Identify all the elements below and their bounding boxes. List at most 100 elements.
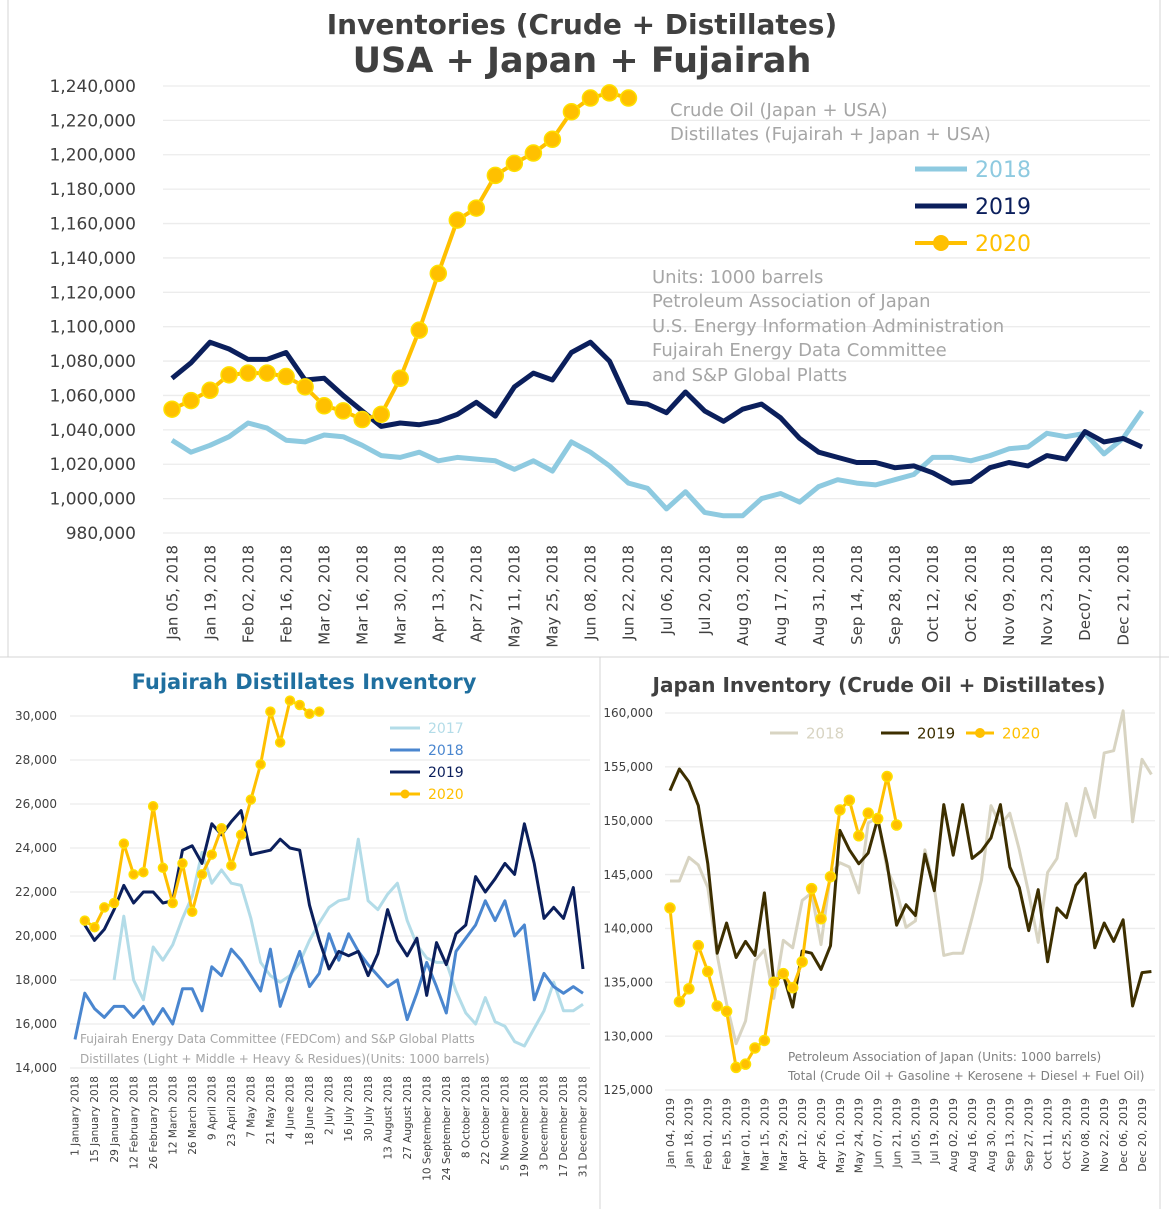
- gridlines: [665, 712, 1155, 1091]
- note-definition: Total (Crude Oil + Gasoline + Kerosene +…: [787, 1069, 1144, 1083]
- legend-item-2018: 2018: [915, 158, 1031, 183]
- chart-title: Inventories (Crude + Distillates): [327, 8, 837, 41]
- x-tick-label: Aug 31, 2018: [810, 545, 828, 646]
- y-tick-label: 135,000: [603, 975, 653, 989]
- x-tick-label: Oct 25, 2019: [1060, 1098, 1073, 1170]
- y-tick-label: 125,000: [603, 1083, 653, 1097]
- note-source-eia: U.S. Energy Information Administration: [652, 316, 1004, 337]
- x-tick-label: Apr 26, 2019: [815, 1098, 828, 1170]
- data-point-2020: [824, 870, 837, 883]
- y-tick-label: 155,000: [603, 760, 653, 774]
- series-2018: [170, 409, 1145, 519]
- x-tick-label: Feb 01, 2019: [702, 1098, 715, 1170]
- x-tick-label: May 24, 2019: [853, 1098, 866, 1173]
- x-tick-label: Feb 02, 2018: [239, 545, 257, 643]
- y-tick-label: 1,140,000: [49, 249, 136, 269]
- data-point-2020: [265, 706, 276, 717]
- note-source-fedcom: Fujairah Energy Data Committee: [652, 340, 947, 361]
- data-point-2020: [758, 1034, 771, 1047]
- x-tick-label: Nov 08, 2019: [1079, 1098, 1092, 1172]
- series-2020: [664, 770, 903, 1074]
- x-tick-label: Sep 27, 2019: [1023, 1098, 1036, 1171]
- data-point-2020: [739, 1058, 752, 1070]
- x-tick-label: Mar 15, 2019: [758, 1098, 771, 1171]
- series-line-2017: [112, 837, 584, 1048]
- y-tick-label: 16,000: [15, 1017, 57, 1031]
- data-point-2020: [108, 897, 120, 909]
- x-tick-label: 23 April 2018: [226, 1076, 238, 1147]
- x-tick-label: Jun 07, 2019: [872, 1098, 885, 1169]
- data-point-2020: [79, 915, 91, 926]
- data-point-2020: [600, 84, 619, 102]
- y-tick-label: 18,000: [15, 973, 57, 987]
- legend-item-2019: 2019: [881, 724, 955, 742]
- data-point-2020: [683, 982, 695, 995]
- y-tick-label: 150,000: [603, 814, 653, 828]
- data-point-2020: [796, 956, 808, 968]
- series-2017: [112, 837, 584, 1048]
- data-point-2020: [730, 1061, 742, 1074]
- legend-item-2019: 2019: [390, 765, 464, 781]
- x-tick-label: May 11, 2018: [506, 545, 524, 648]
- x-tick-label: 9 April 2018: [206, 1076, 218, 1140]
- legend-label: 2017: [428, 721, 464, 737]
- combined-inventory-chart: Inventories (Crude + Distillates) USA + …: [49, 8, 1150, 648]
- x-tick-label: 7 May 2018: [246, 1076, 258, 1138]
- x-tick-label: 18 June 2018: [304, 1076, 316, 1146]
- data-point-2020: [314, 706, 325, 717]
- y-tick-label: 1,220,000: [49, 111, 136, 131]
- data-point-2020: [619, 89, 638, 107]
- data-point-2020: [315, 397, 333, 415]
- x-tick-label: May 10, 2019: [834, 1098, 847, 1173]
- x-tick-label: 19 November 2018: [519, 1076, 531, 1177]
- data-point-2020: [216, 822, 227, 834]
- series-2019: [668, 767, 1152, 1009]
- x-tick-label: Sep 13, 2019: [1004, 1098, 1017, 1171]
- note-distillates: Distillates (Fujairah + Japan + USA): [670, 124, 991, 145]
- data-point-2020: [163, 400, 181, 418]
- x-tick-label: 21 May 2018: [265, 1076, 277, 1144]
- data-point-2020: [304, 708, 315, 720]
- x-tick-label: Mar 30, 2018: [391, 545, 409, 645]
- data-point-2020: [138, 866, 149, 878]
- data-point-2020: [258, 364, 276, 382]
- x-tick-label: Oct 26, 2018: [962, 545, 980, 643]
- x-tick-label: 4 June 2018: [285, 1076, 297, 1139]
- data-point-2020: [245, 794, 257, 805]
- x-tick-label: 12 March 2018: [167, 1076, 179, 1155]
- data-point-2020: [664, 902, 676, 914]
- x-tick-label: Dec 20, 2019: [1136, 1098, 1149, 1172]
- x-tick-label: Apr 13, 2018: [430, 545, 448, 643]
- note-source: Fujairah Energy Data Committee (FEDCom) …: [80, 1032, 475, 1046]
- legend-item-2020: 2020: [966, 724, 1040, 742]
- x-tick-label: May 25, 2018: [544, 545, 562, 648]
- data-point-2020: [692, 939, 705, 952]
- legend-item-2019: 2019: [915, 195, 1031, 220]
- data-point-2020: [673, 995, 686, 1008]
- data-point-2020: [277, 367, 295, 386]
- legend-marker: [975, 728, 985, 738]
- x-tick-label: Jul 06, 2018: [658, 545, 676, 636]
- series-2018: [670, 709, 1153, 1046]
- x-tick-label: Jan 18, 2019: [683, 1098, 696, 1168]
- y-tick-label: 1,160,000: [49, 214, 136, 234]
- y-tick-label: 14,000: [15, 1061, 57, 1075]
- x-tick-label: Dec 06, 2019: [1117, 1098, 1130, 1172]
- x-tick-label: Mar 01, 2019: [739, 1098, 752, 1171]
- y-tick-label: 1,180,000: [49, 180, 136, 200]
- data-point-2020: [815, 912, 827, 925]
- x-tick-label: 16 July 2018: [343, 1076, 355, 1142]
- legend-item-2018: 2018: [390, 743, 464, 759]
- data-point-2020: [448, 211, 467, 229]
- japan-chart: Japan Inventory (Crude Oil + Distillates…: [603, 673, 1155, 1173]
- legend-label: 2020: [1002, 724, 1040, 742]
- data-point-2020: [720, 1005, 733, 1018]
- x-tick-label: Aug 03, 2018: [734, 545, 752, 646]
- data-point-2020: [196, 869, 208, 880]
- data-point-2020: [296, 378, 314, 396]
- data-point-2020: [226, 860, 237, 871]
- data-point-2020: [128, 869, 139, 880]
- data-point-2020: [177, 858, 188, 869]
- y-tick-label: 1,080,000: [49, 352, 136, 372]
- x-tick-label: Aug 30, 2019: [985, 1098, 998, 1172]
